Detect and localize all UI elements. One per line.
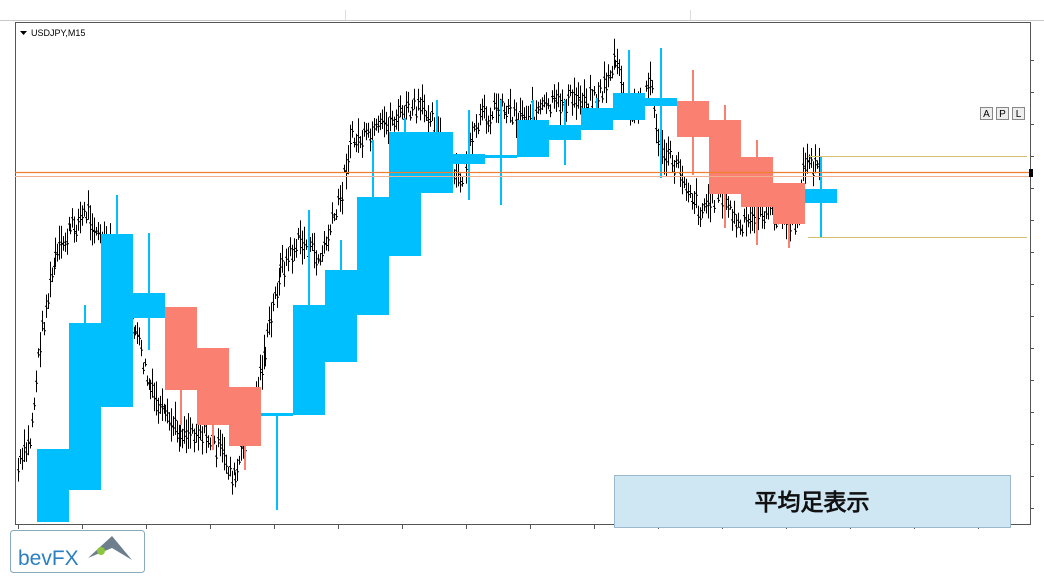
axis-ticks: [18, 60, 1034, 529]
ha-body: [709, 120, 741, 194]
ha-body: [197, 348, 229, 425]
ha-body: [133, 293, 165, 318]
button[interactable]: [980, 107, 993, 120]
button-label: L: [1016, 109, 1022, 120]
ha-body: [645, 98, 677, 106]
price-marker: [1029, 169, 1033, 177]
button[interactable]: [996, 107, 1009, 120]
button-group: A P L: [980, 107, 1025, 120]
logo-dot: [97, 547, 105, 555]
dropdown-arrow[interactable]: [20, 31, 27, 35]
symbol-label: USDJPY,M15: [31, 28, 85, 38]
ha-body: [677, 101, 709, 137]
ha-body: [357, 197, 389, 315]
ha-body: [517, 120, 549, 157]
ha-body: [773, 183, 805, 224]
ha-body: [325, 270, 357, 362]
chart-frame: [15, 22, 1031, 525]
heikin-ashi: [37, 48, 837, 522]
logo-bird: [88, 536, 132, 560]
ha-body: [453, 154, 485, 164]
button-label: P: [999, 109, 1006, 120]
ha-body: [229, 387, 261, 446]
ha-body: [293, 305, 325, 415]
ha-body: [421, 132, 453, 193]
button-label: A: [983, 109, 990, 120]
ha-body: [805, 189, 837, 203]
overlay-box: [614, 475, 1011, 528]
ha-body: [549, 125, 581, 140]
button[interactable]: [1012, 107, 1025, 120]
ha-body: [389, 132, 421, 256]
ha-body: [485, 155, 517, 158]
ha-body: [165, 307, 197, 390]
ha-body: [741, 157, 773, 207]
ha-body: [613, 93, 645, 120]
ha-body: [261, 413, 293, 416]
logo-text: bevFX: [18, 547, 79, 570]
overlay-label: 平均足表示: [755, 489, 870, 516]
ha-body: [101, 234, 133, 407]
ha-body: [69, 323, 101, 490]
ha-body: [37, 449, 69, 522]
ha-body: [581, 108, 613, 130]
